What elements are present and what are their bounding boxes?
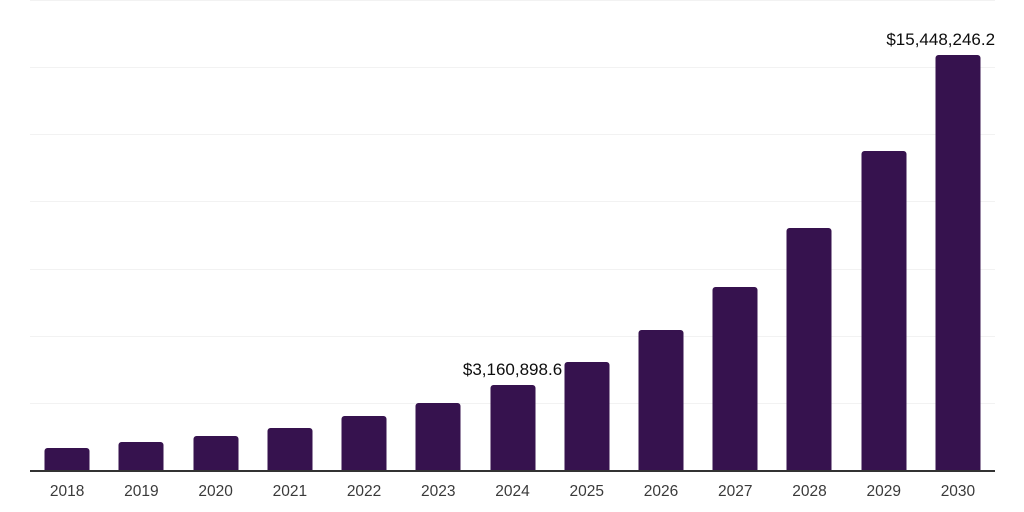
x-axis-line: [30, 470, 995, 472]
gridline: [30, 0, 995, 1]
x-tick-label-2021: 2021: [272, 483, 308, 500]
bar-slot-2018: [30, 0, 104, 470]
bar-slot-2025: [550, 0, 624, 470]
x-tick-label-2028: 2028: [792, 483, 827, 500]
bar-2022: [341, 416, 387, 470]
bar-2021: [267, 428, 313, 470]
x-tick-label-2026: 2026: [643, 483, 679, 500]
bar-slot-2019: [104, 0, 178, 470]
bar-2019: [118, 442, 164, 470]
bar-2027: [712, 286, 758, 470]
plot-area: $3,160,898.6 $15,448,246.2: [30, 0, 995, 472]
bar-2018: [44, 448, 90, 470]
x-tick-label-2030: 2030: [940, 483, 976, 500]
bar-series: $3,160,898.6 $15,448,246.2: [30, 0, 995, 470]
x-tick-label-2025: 2025: [569, 483, 604, 500]
x-axis-tick-labels: 2018 2019 2020 2021 2022 2023 2024 2025 2026 2027…: [30, 483, 995, 501]
bar-slot-2022: [327, 0, 401, 470]
bar-slot-2023: [401, 0, 475, 470]
x-tick-label-2022: 2022: [346, 483, 382, 500]
x-tick-label-2018: 2018: [49, 483, 85, 500]
bar-slot-2020: [178, 0, 252, 470]
x-tick-label-2027: 2027: [717, 483, 753, 500]
gridline: [30, 268, 995, 270]
gridline: [30, 335, 995, 337]
bar-2020: [193, 435, 239, 470]
bar-2026: [638, 330, 684, 470]
x-tick-label-2019: 2019: [124, 483, 159, 500]
gridline: [30, 201, 995, 203]
bar-2024: [490, 385, 536, 470]
data-label-2030: $15,448,246.2: [886, 30, 996, 50]
bar-slot-2030: $15,448,246.2: [886, 0, 995, 470]
bar-slot-2027: [698, 0, 772, 470]
bar-2023: [415, 402, 461, 470]
x-tick-label-2020: 2020: [198, 483, 233, 500]
x-tick-label-2023: 2023: [421, 483, 456, 500]
bar-2029: [861, 150, 907, 470]
bar-2025: [564, 362, 610, 470]
bar-slot-2021: [253, 0, 327, 470]
bar-slot-2029: [847, 0, 921, 470]
gridline: [30, 67, 995, 69]
bar-slot-2028: [772, 0, 846, 470]
gridline: [30, 134, 995, 136]
bar-2030: [935, 55, 981, 470]
data-label-2024: $3,160,898.6: [462, 360, 563, 380]
x-tick-label-2024: 2024: [495, 483, 530, 500]
bar-2028: [786, 228, 832, 470]
bar-slot-2026: [624, 0, 698, 470]
bar-slot-2024: $3,160,898.6: [463, 0, 562, 470]
x-tick-label-2029: 2029: [866, 483, 901, 500]
